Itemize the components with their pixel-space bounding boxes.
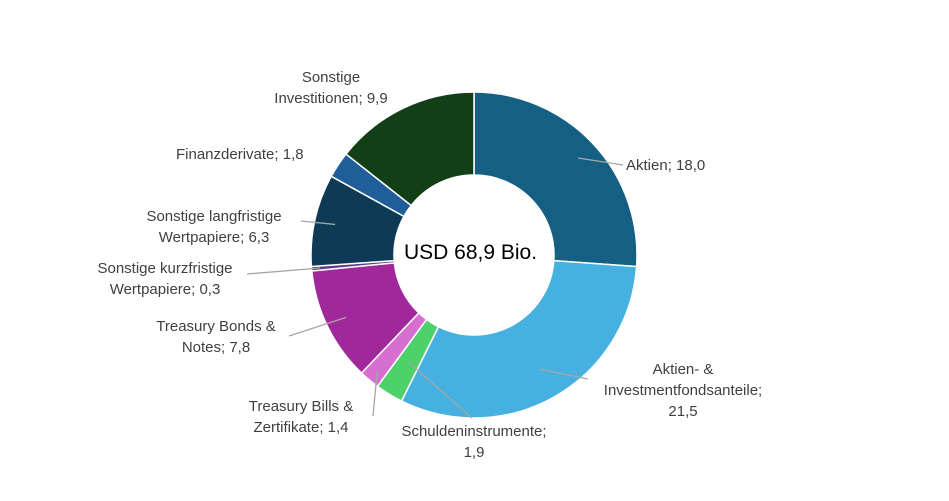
leader-line: [288, 316, 347, 337]
data-label-line: Investitionen; 9,9: [274, 90, 388, 107]
data-label-line: Wertpapiere; 0,3: [109, 281, 221, 298]
data-label-line: Sonstige: [301, 69, 361, 86]
data-label: Schuldeninstrumente; 1,9: [385, 421, 563, 463]
data-label-line: Sonstige langfristige: [146, 208, 282, 225]
center-total-label: USD 68,9 Bio.: [404, 241, 538, 264]
data-label: Sonstige Investitionen; 9,9: [246, 67, 416, 109]
leader-line: [408, 361, 473, 419]
leader-line: [577, 157, 624, 166]
data-label-line: Schuldeninstrumente;: [401, 423, 547, 440]
data-label-line: 21,5: [668, 403, 698, 420]
slice-sonstige-investitionen: [344, 91, 475, 207]
data-label-line: Finanzderivate; 1,8: [176, 146, 304, 163]
leader-line: [372, 370, 378, 417]
data-label: Aktien; 18,0: [626, 155, 705, 176]
data-label-line: Sonstige kurzfristige: [97, 260, 233, 277]
leader-line: [300, 220, 336, 226]
data-label: Sonstige langfristige Wertpapiere; 6,3: [124, 206, 304, 248]
data-label: Aktien- & Investmentfondsanteile; 21,5: [588, 359, 778, 422]
data-label: Sonstige kurzfristige Wertpapiere; 0,3: [70, 258, 260, 300]
data-label: Treasury Bills & Zertifikate; 1,4: [226, 396, 376, 438]
data-label-line: Aktien- &: [652, 361, 714, 378]
data-label-line: Treasury Bills &: [248, 398, 354, 415]
data-label-line: Treasury Bonds &: [156, 318, 276, 335]
data-label-line: Investmentfondsanteile;: [603, 382, 763, 399]
data-label-line: 1,9: [463, 444, 485, 461]
data-label-line: Zertifikate; 1,4: [253, 419, 349, 436]
data-label-line: Aktien; 18,0: [626, 157, 706, 174]
data-label-line: Notes; 7,8: [181, 339, 251, 356]
slice-aktien-investmentfondsanteile: [400, 259, 638, 419]
leader-line: [539, 368, 589, 380]
leader-line: [246, 267, 320, 275]
data-label: Finanzderivate; 1,8: [176, 144, 304, 165]
data-label: Treasury Bonds & Notes; 7,8: [128, 316, 304, 358]
slice-aktien: [473, 91, 638, 268]
data-label-line: Wertpapiere; 6,3: [158, 229, 270, 246]
